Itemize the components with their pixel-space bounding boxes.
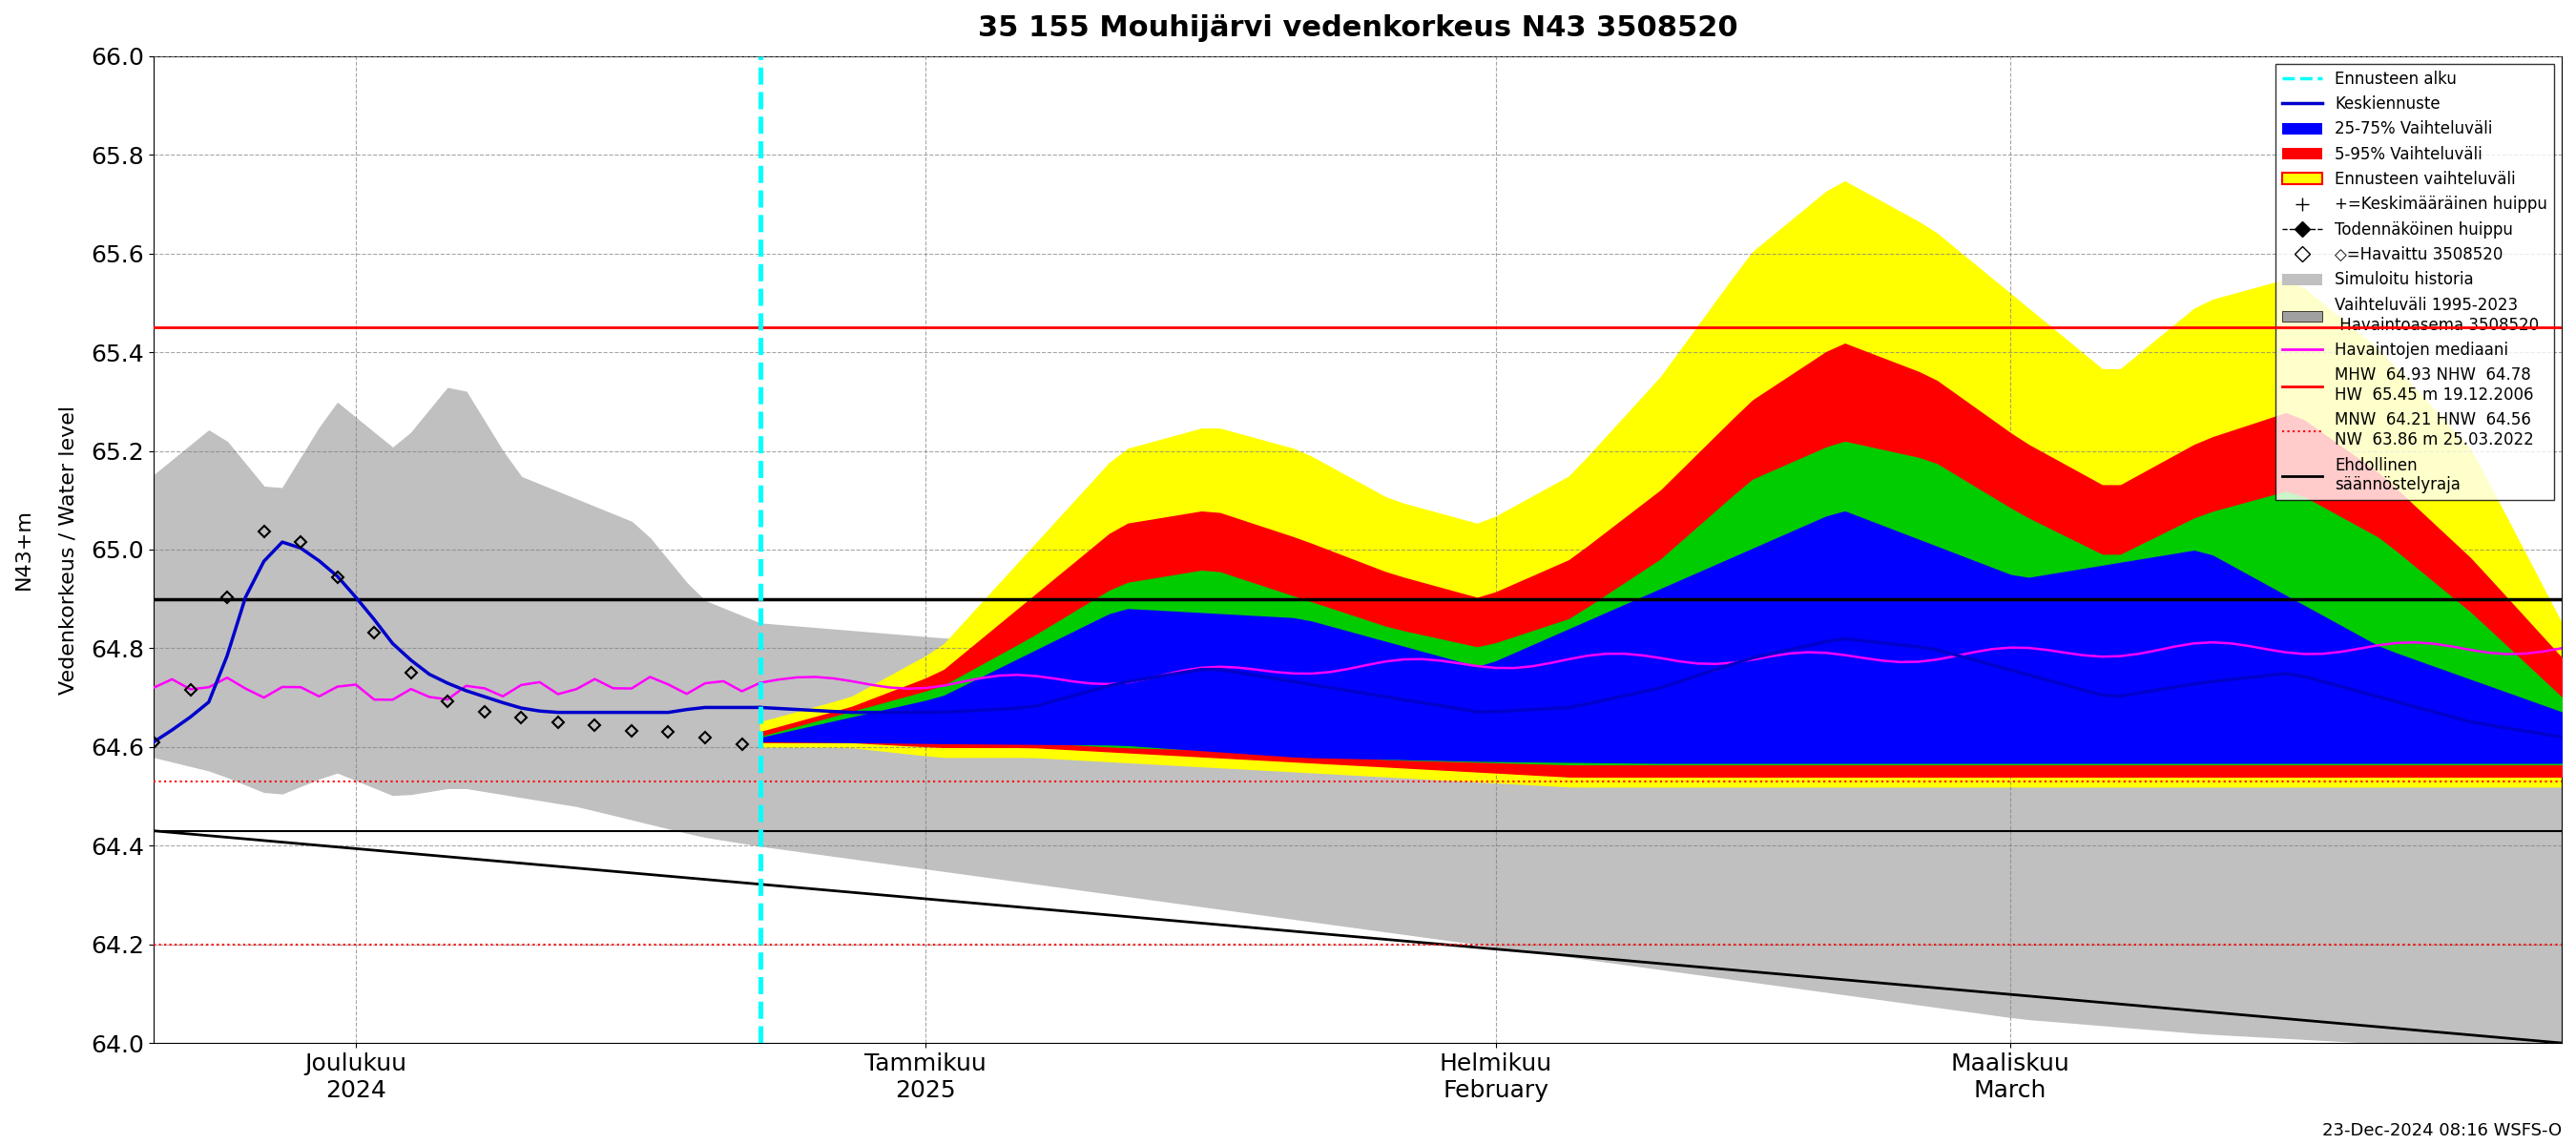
Text: 23-Dec-2024 08:16 WSFS-O: 23-Dec-2024 08:16 WSFS-O <box>2321 1122 2561 1139</box>
Y-axis label: N43+m

Vedenkorkeus / Water level: N43+m Vedenkorkeus / Water level <box>15 405 77 694</box>
Title: 35 155 Mouhijärvi vedenkorkeus N43 3508520: 35 155 Mouhijärvi vedenkorkeus N43 35085… <box>979 14 1739 42</box>
Legend: Ennusteen alku, Keskiennuste, 25-75% Vaihteluväli, 5-95% Vaihteluväli, Ennusteen: Ennusteen alku, Keskiennuste, 25-75% Vai… <box>2277 64 2553 500</box>
